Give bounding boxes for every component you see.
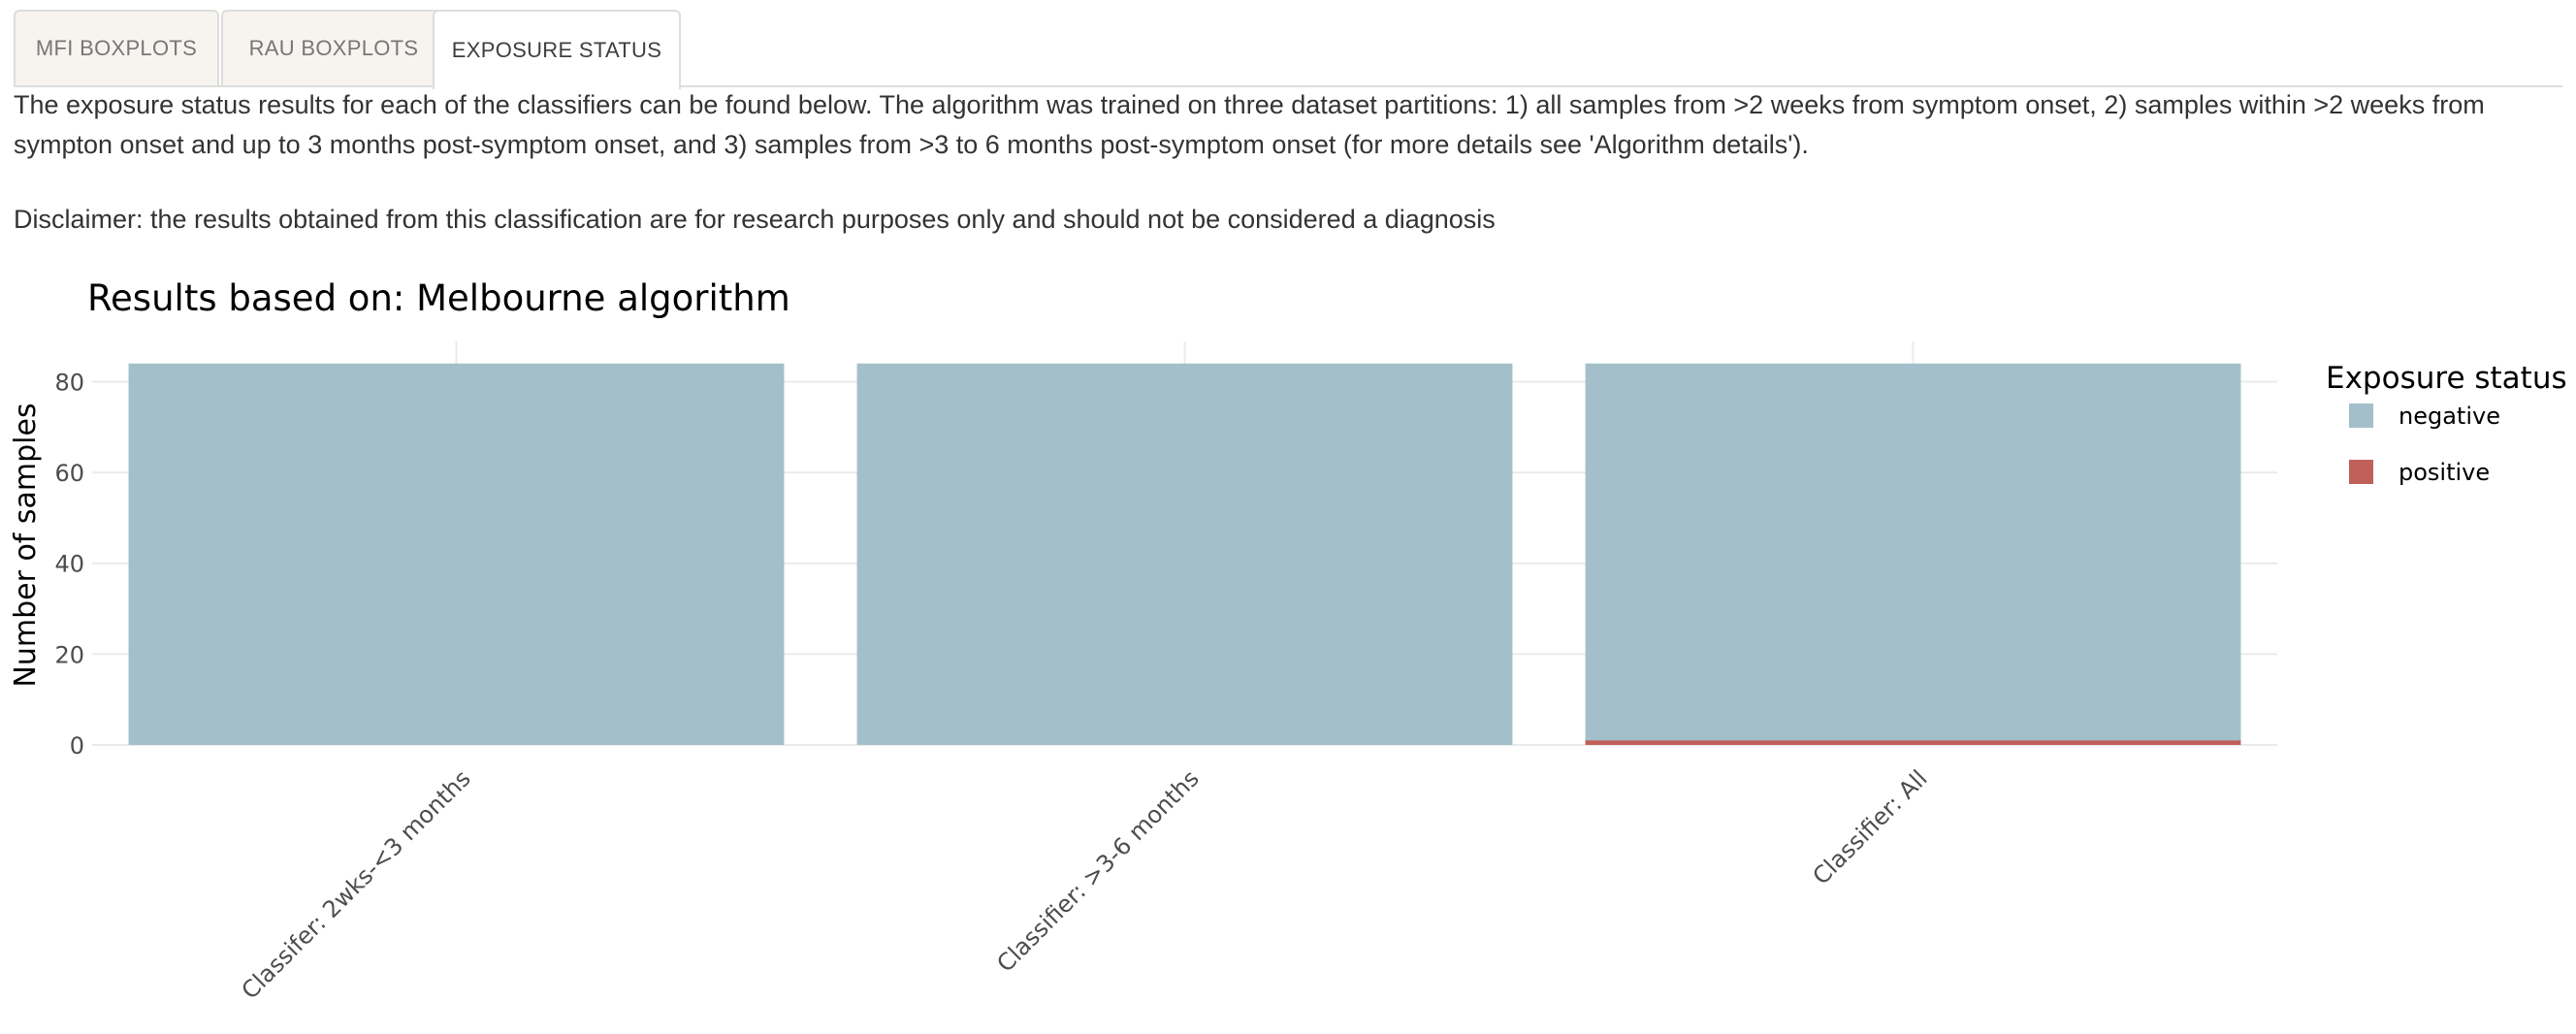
legend-label-negative: negative xyxy=(2399,403,2500,430)
chart-title: Results based on: Melbourne algorithm xyxy=(87,277,790,319)
tab-mfi-boxplots[interactable]: MFI BOXPLOTS xyxy=(14,10,219,85)
bar-negative xyxy=(1585,363,2241,741)
exposure-status-chart: Results based on: Melbourne algorithm 0 2… xyxy=(9,277,2567,1005)
x-tick-label: Classifier: >3-6 months xyxy=(991,764,1204,977)
disclaimer-text: Disclaimer: the results obtained from th… xyxy=(14,205,1496,234)
x-tick-label: Classifer: 2wks-<3 months xyxy=(237,764,476,1004)
bar-negative xyxy=(128,363,785,745)
tab-exposure-status[interactable]: EXPOSURE STATUS xyxy=(433,10,681,89)
tab-bar: MFI BOXPLOTS RAU BOXPLOTS EXPOSURE STATU… xyxy=(14,10,2562,89)
legend-label-positive: positive xyxy=(2399,459,2490,486)
bar-positive xyxy=(1585,740,2241,745)
legend-title: Exposure status xyxy=(2326,361,2567,396)
y-tick-label: 40 xyxy=(54,551,84,578)
y-tick-label: 80 xyxy=(54,369,84,396)
intro-text: The exposure status results for each of … xyxy=(14,90,2485,159)
bars xyxy=(128,363,2241,745)
legend-swatch-positive xyxy=(2349,460,2373,484)
y-tick-label: 60 xyxy=(54,460,84,487)
legend-swatch-negative xyxy=(2349,404,2373,428)
bar-negative xyxy=(856,363,1513,745)
y-tick-label: 0 xyxy=(70,732,84,759)
tab-rau-boxplots[interactable]: RAU BOXPLOTS xyxy=(221,10,446,85)
legend: Exposure status negative positive xyxy=(2326,361,2567,486)
x-tick-label: Classifier: All xyxy=(1808,764,1933,889)
y-axis-label: Number of samples xyxy=(9,403,43,687)
y-tick-label: 20 xyxy=(54,641,84,668)
